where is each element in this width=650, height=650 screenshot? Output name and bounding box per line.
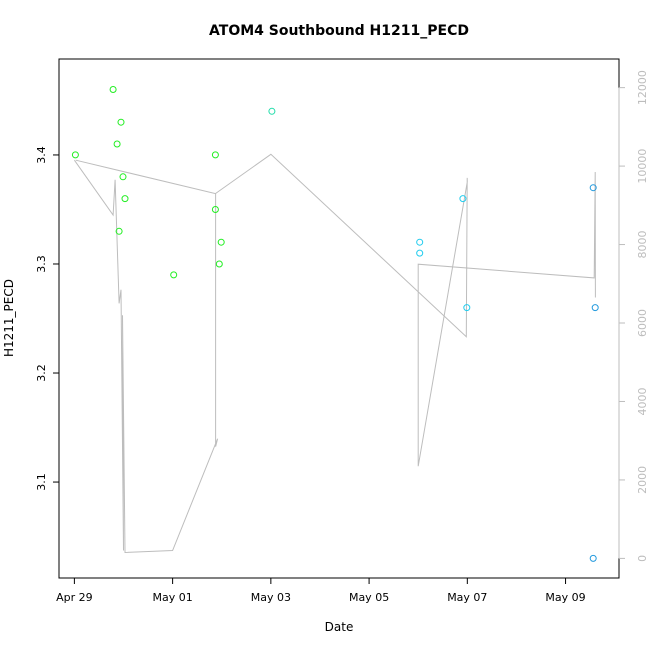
y-tick-label: 3.4: [35, 146, 48, 164]
data-point: [589, 554, 597, 562]
x-tick-label: May 05: [349, 591, 389, 604]
data-point: [217, 238, 225, 246]
chart-title: ATOM4 Southbound H1211_PECD: [209, 23, 469, 39]
y2-tick-label: 12000: [636, 70, 649, 105]
data-point: [117, 118, 125, 126]
x-tick-label: May 07: [447, 591, 487, 604]
x-tick-label: May 01: [152, 591, 192, 604]
data-point: [109, 86, 117, 93]
y-axis: 3.1 3.2 3.3 3.4: [35, 146, 60, 491]
data-point: [268, 107, 276, 115]
data-point: [591, 304, 599, 312]
data-point: [113, 140, 121, 148]
data-point: [211, 206, 219, 213]
data-point: [115, 227, 123, 235]
y2-tick-label: 8000: [636, 231, 649, 259]
data-point: [463, 304, 471, 312]
y2-tick-label: 10000: [636, 149, 649, 184]
secondary-line-path: [73, 153, 596, 554]
y2-tick-label: 2000: [636, 466, 649, 494]
data-point: [170, 271, 178, 279]
data-point: [211, 151, 219, 159]
y-tick-label: 3.2: [35, 364, 48, 382]
data-point: [416, 249, 424, 257]
y-tick-label: 3.3: [35, 255, 48, 273]
x-axis: Apr 29 May 01 May 03 May 05 May 07 May 09: [56, 577, 586, 604]
data-point: [459, 195, 467, 203]
data-point: [71, 151, 79, 159]
data-point: [121, 195, 129, 203]
data-point: [119, 173, 127, 181]
data-point: [589, 184, 597, 192]
plot-border: [58, 58, 620, 579]
y-axis-label: H1211_PECD: [2, 279, 16, 357]
x-tick-label: May 09: [545, 591, 585, 604]
y2-tick-label: 0: [636, 555, 649, 562]
y2-axis-right: 0 2000 4000 6000 8000 10000 12000: [618, 70, 649, 562]
y-tick-label: 3.1: [35, 473, 48, 491]
x-axis-label: Date: [325, 620, 354, 634]
y2-tick-label: 4000: [636, 387, 649, 415]
x-tick-label: May 03: [251, 591, 291, 604]
data-point: [215, 260, 223, 268]
y2-tick-label: 6000: [636, 309, 649, 337]
secondary-series-line: [73, 153, 596, 554]
data-points: [71, 86, 599, 562]
x-tick-label: Apr 29: [56, 591, 93, 604]
plot-frame: [58, 58, 620, 579]
data-point: [416, 238, 424, 246]
